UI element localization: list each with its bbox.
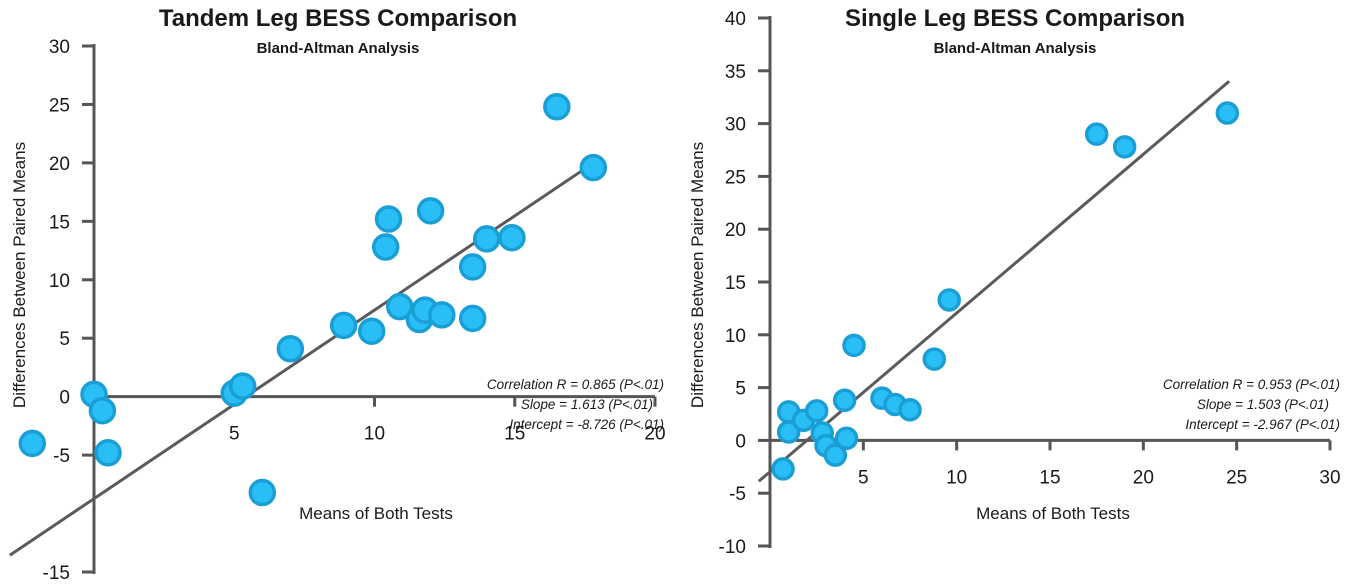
scatter-point xyxy=(357,317,386,345)
tandem-leg-chart: Tandem Leg BESS Comparison Bland-Altman … xyxy=(9,5,666,584)
stat-intercept: Intercept = -8.726 (P<.01) xyxy=(509,417,664,432)
scatter-point xyxy=(276,334,305,363)
y-tick-label: 5 xyxy=(735,379,746,400)
scatter-point xyxy=(458,253,487,281)
x-tick-label: 5 xyxy=(858,467,869,488)
scatter-point xyxy=(1084,122,1109,146)
x-tick-label: 5 xyxy=(229,424,240,445)
scatter-point xyxy=(898,398,922,422)
scatter-point xyxy=(771,457,795,481)
scatter-point xyxy=(329,311,358,340)
stat-correlation: Correlation R = 0.865 (P<.01) xyxy=(487,377,664,392)
y-tick-label: -5 xyxy=(729,484,746,505)
scatter-point xyxy=(94,439,122,467)
scatter-point xyxy=(842,333,866,358)
scatter-point xyxy=(458,304,487,333)
y-tick-label: 0 xyxy=(59,388,70,409)
y-tick-label: 25 xyxy=(725,167,746,188)
stat-slope: Slope = 1.613 (P<.01) xyxy=(521,397,653,412)
single-leg-chart: Single Leg BESS Comparison Bland-Altman … xyxy=(688,5,1341,558)
scatter-point xyxy=(228,372,257,400)
y-tick-label: -5 xyxy=(53,446,70,467)
y-tick-label: 10 xyxy=(725,326,746,347)
x-tick-label: 25 xyxy=(1226,467,1247,488)
y-tick-label: 15 xyxy=(49,212,70,233)
y-axis-label: Differences Between Paired Means xyxy=(688,142,707,408)
y-tick-label: 35 xyxy=(725,62,746,83)
y-tick-label: 0 xyxy=(735,431,746,452)
scatter-point xyxy=(371,233,400,261)
scatter-point xyxy=(248,478,277,507)
y-tick-label: 5 xyxy=(59,329,70,350)
chart-subtitle: Bland-Altman Analysis xyxy=(257,40,420,57)
scatter-point xyxy=(823,443,848,467)
chart-subtitle: Bland-Altman Analysis xyxy=(934,40,1097,57)
x-tick-label: 30 xyxy=(1319,467,1340,488)
y-tick-label: 20 xyxy=(725,220,746,241)
y-tick-label: 15 xyxy=(725,273,746,294)
x-tick-label: 20 xyxy=(1133,467,1154,488)
chart-title: Single Leg BESS Comparison xyxy=(845,5,1185,32)
y-tick-label: 10 xyxy=(49,271,70,292)
scatter-point xyxy=(543,93,571,121)
scatter-point xyxy=(834,426,859,451)
y-tick-label: -10 xyxy=(719,537,746,558)
y-tick-label: -15 xyxy=(43,563,70,584)
y-tick-label: 30 xyxy=(49,37,70,58)
stat-slope: Slope = 1.503 (P<.01) xyxy=(1197,397,1329,412)
scatter-point xyxy=(776,420,801,444)
x-tick-label: 15 xyxy=(1039,467,1060,488)
y-axis-label: Differences Between Paired Means xyxy=(10,142,29,408)
regression-line xyxy=(9,161,595,557)
scatter-point xyxy=(374,205,403,233)
scatter-point xyxy=(416,197,445,225)
x-axis-label: Means of Both Tests xyxy=(976,504,1130,523)
x-tick-label: 10 xyxy=(946,467,967,488)
y-tick-label: 30 xyxy=(725,115,746,136)
y-tick-label: 25 xyxy=(49,95,70,116)
scatter-point xyxy=(832,388,857,413)
chart-title: Tandem Leg BESS Comparison xyxy=(159,5,517,32)
scatter-point xyxy=(498,223,526,252)
stat-correlation: Correlation R = 0.953 (P<.01) xyxy=(1163,377,1340,392)
stat-intercept: Intercept = -2.967 (P<.01) xyxy=(1185,417,1340,432)
x-tick-label: 20 xyxy=(644,424,665,445)
scatter-point xyxy=(804,399,829,423)
scatter-point xyxy=(579,153,608,182)
regression-line xyxy=(757,80,1231,483)
scatter-point xyxy=(922,347,947,371)
scatter-point xyxy=(1112,135,1137,159)
x-tick-label: 10 xyxy=(364,424,385,445)
y-tick-label: 20 xyxy=(49,154,70,175)
y-tick-label: 40 xyxy=(725,9,746,30)
scatter-point xyxy=(88,396,117,425)
scatter-point xyxy=(472,225,501,253)
x-tick-label: 15 xyxy=(504,424,525,445)
scatter-point xyxy=(18,429,47,458)
x-axis-label: Means of Both Tests xyxy=(299,504,453,523)
scatter-point xyxy=(428,301,456,329)
scatter-point xyxy=(1215,101,1240,125)
scatter-point xyxy=(937,288,961,312)
